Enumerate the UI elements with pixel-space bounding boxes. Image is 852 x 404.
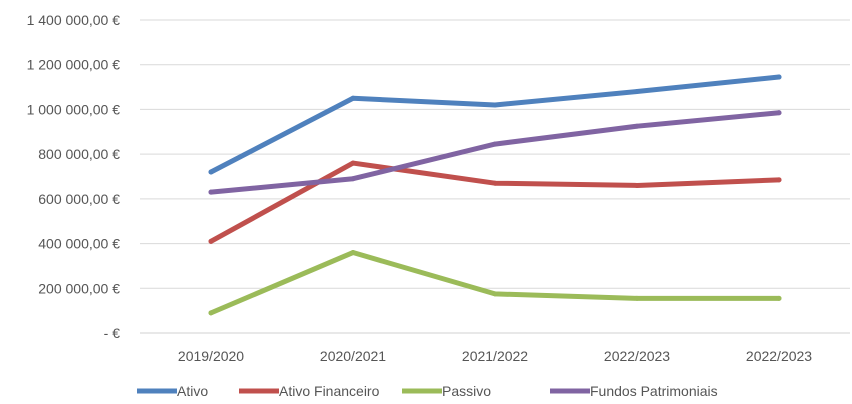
y-tick-label: 1 200 000,00 € <box>27 57 121 73</box>
series-line-passivo <box>208 250 782 316</box>
data-point <box>634 182 640 188</box>
y-axis: - € 200 000,00 € 400 000,00 € 600 000,00 € 8… <box>27 12 121 341</box>
x-tick-label: 2020/2021 <box>320 348 386 364</box>
data-point <box>208 169 214 175</box>
y-tick-label: 600 000,00 € <box>38 191 120 207</box>
x-tick-label: 2022/2023 <box>746 348 812 364</box>
legend-label: Ativo <box>177 383 208 399</box>
data-point <box>634 295 640 301</box>
data-point <box>208 189 214 195</box>
legend: Ativo Ativo Financeiro Passivo Fundos Patri… <box>137 383 718 399</box>
y-tick-label: 1 000 000,00 € <box>27 101 121 117</box>
data-point <box>208 310 214 316</box>
data-point <box>350 95 356 101</box>
legend-label: Passivo <box>442 383 491 399</box>
x-tick-label: 2019/2020 <box>178 348 244 364</box>
series-line-fundos-patrimoniais <box>208 110 782 195</box>
x-axis: 2019/2020 2020/2021 2021/2022 2022/2023 2022… <box>178 348 812 364</box>
series-lines <box>208 74 782 316</box>
data-point <box>634 89 640 95</box>
y-tick-label: 200 000,00 € <box>38 280 120 296</box>
data-point <box>208 238 214 244</box>
data-point <box>350 176 356 182</box>
x-tick-label: 2021/2022 <box>462 348 528 364</box>
y-tick-label: 1 400 000,00 € <box>27 12 121 28</box>
legend-label: Fundos Patrimoniais <box>590 383 718 399</box>
data-point <box>492 291 498 297</box>
data-point <box>492 102 498 108</box>
gridlines <box>140 19 850 334</box>
data-point <box>492 180 498 186</box>
series-line-ativo <box>208 74 782 175</box>
data-point <box>776 177 782 183</box>
data-point <box>776 110 782 116</box>
data-point <box>350 250 356 256</box>
data-point <box>492 141 498 147</box>
x-tick-label: 2022/2023 <box>604 348 670 364</box>
data-point <box>350 160 356 166</box>
data-point <box>776 74 782 80</box>
data-point <box>634 123 640 129</box>
y-tick-label: 800 000,00 € <box>38 146 120 162</box>
legend-label: Ativo Financeiro <box>279 383 380 399</box>
data-point <box>776 295 782 301</box>
y-tick-label: 400 000,00 € <box>38 236 120 252</box>
y-tick-label: - € <box>104 325 121 341</box>
series-line-ativo-financeiro <box>208 160 782 244</box>
